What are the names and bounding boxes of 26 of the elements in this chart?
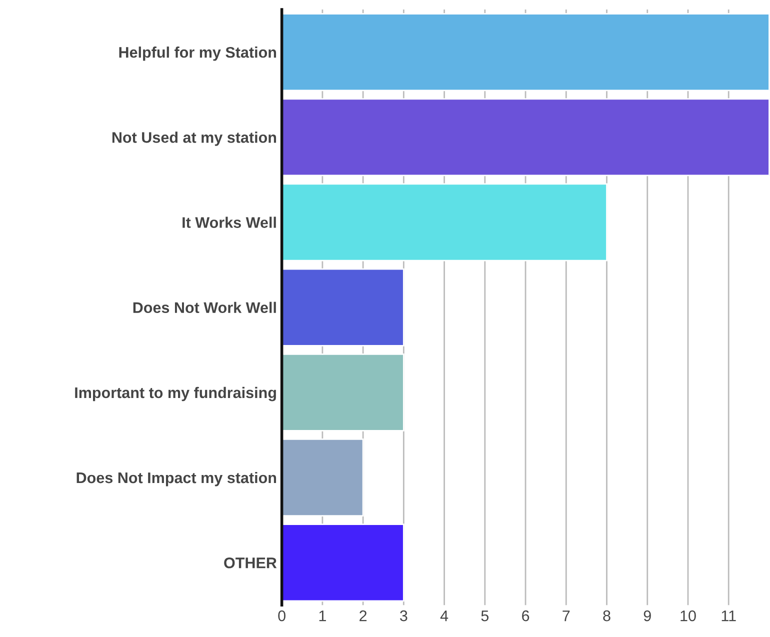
y-tick-label: Not Used at my station: [112, 132, 276, 146]
x-tick-label: 6: [522, 610, 530, 622]
x-tick-label: 11: [722, 610, 736, 622]
bar: [282, 13, 770, 92]
x-tick-label: 5: [481, 610, 489, 622]
bar: [282, 438, 364, 517]
x-tick-label: 3: [400, 610, 408, 622]
bar: [282, 353, 404, 432]
x-tick-label: 1: [319, 610, 326, 622]
x-tick-label: 9: [644, 610, 651, 622]
x-tick-label: 10: [680, 610, 696, 622]
y-tick-label: OTHER: [224, 557, 277, 568]
y-tick-label: Helpful for my Station: [119, 46, 276, 61]
x-tick-label: 0: [278, 610, 286, 622]
y-tick-label: Does Not Impact my station: [76, 472, 276, 486]
y-tick-label: Important to my fundraising: [75, 386, 276, 402]
x-tick-label: 8: [603, 610, 610, 622]
bar: [282, 98, 770, 176]
bar: [282, 183, 608, 262]
x-tick-label: 7: [562, 610, 570, 622]
bar: [282, 268, 404, 346]
x-tick-label: 2: [360, 610, 367, 622]
bar: [282, 524, 404, 602]
x-tick-label: 4: [440, 610, 448, 622]
y-tick-label: Does Not Work Well: [133, 302, 276, 314]
y-tick-label: It Works Well: [182, 216, 276, 228]
